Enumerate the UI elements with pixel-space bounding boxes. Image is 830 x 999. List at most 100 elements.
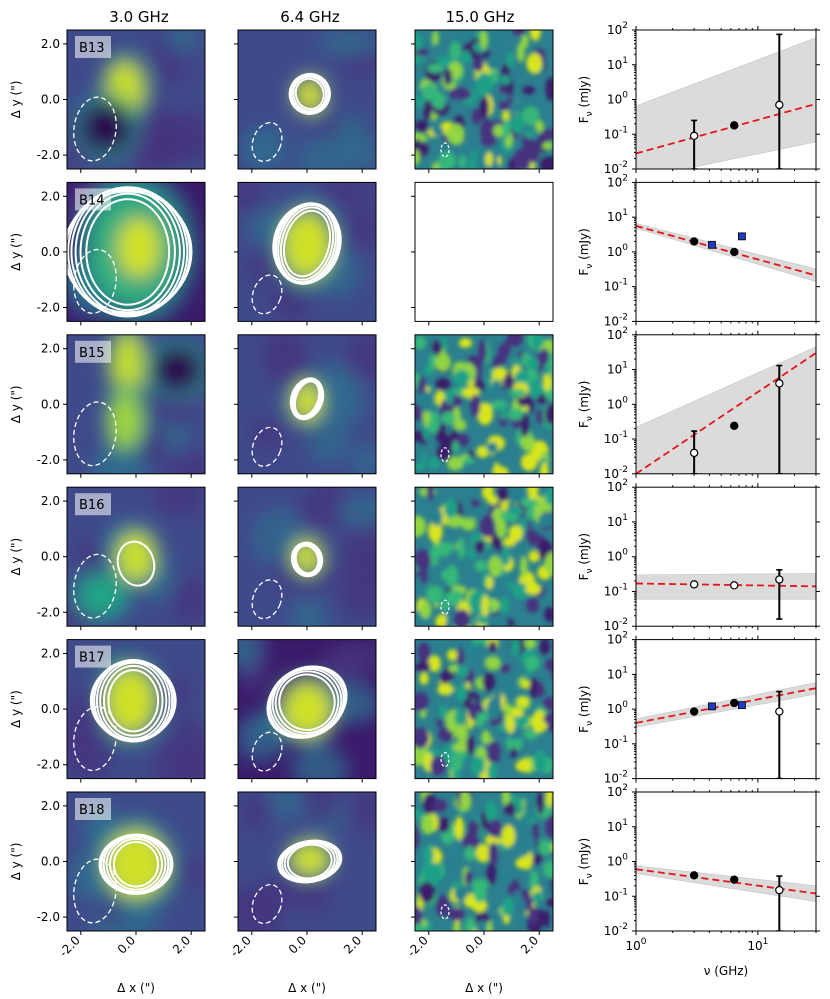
- noise-blob: [474, 540, 485, 553]
- y-tick-base: 10: [607, 480, 622, 494]
- y-tick-label: 2.0: [41, 342, 60, 356]
- contour: [112, 841, 160, 888]
- y-tick-base: 10: [604, 127, 619, 141]
- background-blob: [238, 893, 284, 923]
- noise-blob: [431, 126, 444, 136]
- beam-ellipse: [251, 579, 283, 620]
- y-tick-label: 102: [607, 783, 628, 799]
- y-tick-exp: 0: [622, 548, 628, 558]
- emission-core: [295, 78, 324, 113]
- background-blob: [343, 206, 376, 252]
- noise-blob: [454, 87, 472, 100]
- source-label: B15: [79, 346, 104, 361]
- noise-blob: [527, 907, 539, 927]
- fit-line: [636, 582, 816, 588]
- noise-blob: [415, 825, 420, 850]
- noise-blob: [528, 379, 543, 399]
- x-tick-exp: 0: [641, 937, 647, 947]
- noise-blob: [475, 920, 489, 931]
- noise-blob: [499, 404, 508, 420]
- map-panel-3: [411, 334, 554, 478]
- noise-blob: [473, 879, 487, 903]
- data-point: [730, 698, 739, 708]
- noise-blob: [481, 487, 492, 500]
- y-tick-label: 101: [607, 361, 628, 377]
- y-tick-label: 102: [607, 173, 628, 189]
- noise-blob: [415, 906, 423, 927]
- y-tick-exp: 2: [622, 173, 628, 183]
- y-tick-base: 10: [607, 245, 622, 259]
- map-panel-1: -2.0 0.0 2.0 B17: [37, 639, 206, 783]
- y-tick-exp: -2: [619, 770, 628, 780]
- noise-blob: [476, 445, 490, 458]
- noise-blob: [415, 441, 423, 465]
- noise-blob: [501, 824, 516, 848]
- y-tick-label: 102: [607, 326, 628, 342]
- y-axis-label-unit: (mJy): [577, 838, 591, 874]
- y-axis-label-main: F: [577, 878, 591, 885]
- noise-blob: [529, 870, 539, 892]
- y-tick-base: 10: [607, 515, 622, 529]
- noise-blob: [480, 30, 488, 50]
- y-axis-label-unit: (mJy): [577, 685, 591, 721]
- noise-blob: [509, 101, 526, 113]
- noise-blob: [441, 151, 456, 169]
- y-tick-base: 10: [604, 314, 619, 328]
- noise-blob: [522, 85, 536, 95]
- noise-blob: [430, 508, 443, 527]
- y-axis-label-sub: ν: [585, 264, 595, 269]
- noise-blob: [445, 423, 453, 435]
- noise-blob: [514, 112, 524, 126]
- noise-blob: [442, 404, 456, 415]
- y-tick-exp: 2: [622, 783, 628, 793]
- noise-blob: [510, 639, 521, 657]
- noise-blob: [539, 128, 553, 141]
- y-tick-base: 10: [607, 785, 622, 799]
- background-blob: [336, 495, 376, 527]
- y-axis-label: Fν (mJy): [577, 685, 595, 732]
- noise-blob: [475, 149, 486, 169]
- y-tick-exp: 1: [622, 513, 628, 523]
- contour: [272, 202, 342, 285]
- noise-blob: [457, 647, 464, 670]
- y-tick-exp: -1: [619, 887, 628, 897]
- noise-blob: [539, 462, 549, 474]
- noise-blob: [415, 515, 427, 537]
- data-point: [730, 421, 739, 431]
- fit-line: [636, 868, 816, 895]
- y-tick-label: 10-2: [604, 770, 628, 786]
- emission-core: [282, 211, 332, 279]
- data-point: [689, 707, 699, 716]
- noise-blob: [417, 642, 431, 664]
- data-point: [689, 237, 699, 246]
- noise-blob: [516, 759, 531, 773]
- noise-blob: [497, 344, 508, 365]
- y-axis-label: Δ y ("): [9, 690, 23, 728]
- noise-blob: [508, 524, 523, 542]
- map-panel-2: [234, 334, 377, 478]
- y-axis-label-main: F: [577, 573, 591, 580]
- contour: [116, 540, 156, 587]
- y-tick-label: 10-1: [604, 887, 628, 903]
- beam-ellipse: [440, 447, 450, 463]
- noise-blob: [504, 802, 516, 817]
- background-blob: [329, 640, 376, 674]
- beam-ellipse: [73, 401, 117, 467]
- x-tick-label: 2.0: [170, 933, 193, 956]
- noise-blob: [486, 442, 498, 454]
- noise-blob: [513, 357, 521, 367]
- x-tick-label: 2.0: [341, 933, 364, 956]
- map-image: [67, 30, 205, 169]
- noise-blob: [435, 378, 451, 391]
- x-tick-label: -2.0: [227, 933, 253, 959]
- y-tick-base: 10: [607, 93, 622, 107]
- y-tick-exp: 2: [622, 21, 628, 31]
- y-tick-label: 100: [607, 243, 628, 259]
- noise-blob: [505, 715, 515, 734]
- noise-blob: [415, 923, 428, 931]
- y-tick-exp: 0: [622, 700, 628, 710]
- noise-blob: [470, 756, 486, 776]
